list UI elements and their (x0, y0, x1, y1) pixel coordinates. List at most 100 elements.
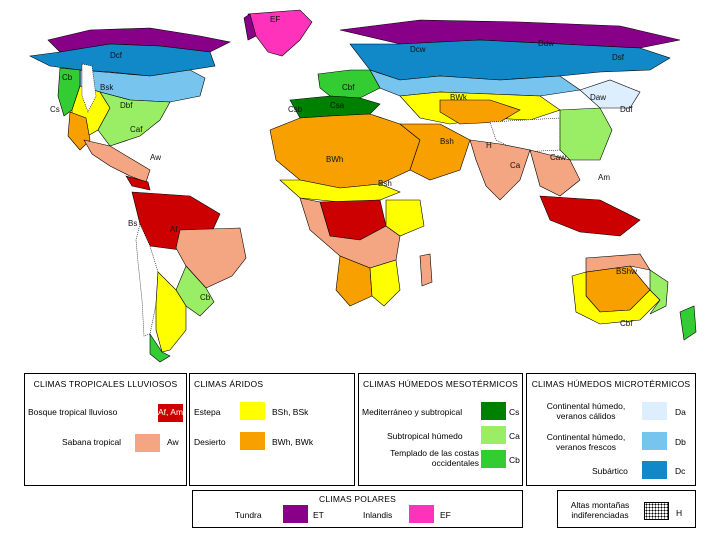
region-australia-north-aw (585, 253, 651, 273)
region-sa-steppe (155, 271, 187, 353)
region-indonesia-af (539, 195, 641, 237)
legend-mountain: Altas montañas indiferenciadas H (557, 490, 696, 528)
map-code-label: Cb (62, 73, 73, 82)
map-code-label: H (486, 141, 492, 150)
legend-db-code: Db (675, 437, 686, 447)
region-central-america (83, 139, 151, 183)
map-code-label: Af (170, 225, 178, 234)
legend-ca-swatch (481, 426, 506, 444)
legend-meso: CLIMAS HÚMEDOS MESOTÉRMICOS Mediterráneo… (358, 373, 523, 486)
region-caribbean-af (125, 175, 151, 191)
legend-h-code: H (676, 508, 683, 518)
region-na-ca (97, 91, 171, 147)
region-greenland-ef (247, 9, 313, 57)
map-code-label: Bsk (100, 83, 114, 92)
legend-cb-code: Cb (509, 455, 520, 465)
legend-db-swatch (642, 432, 667, 450)
map-code-label: EF (270, 15, 280, 24)
legend-ef-label: Inlandis (363, 510, 393, 520)
legend-ca-code: Ca (509, 431, 520, 441)
map-code-label: Dsf (612, 53, 625, 62)
legend-arid: CLIMAS ÁRIDOS Estepa BSh, BSk Desierto B… (189, 373, 355, 486)
map-code-label: Caf (130, 125, 143, 134)
legend-estepa-label: Estepa (194, 407, 221, 417)
region-na-mountain (81, 63, 97, 113)
region-new-zealand (679, 305, 697, 341)
legend-db-label: Continental húmedo, veranos frescos (546, 432, 626, 452)
legend-ef-swatch (409, 505, 434, 523)
legend-dc-code: Dc (675, 466, 686, 476)
map-code-label: Cbf (620, 319, 633, 328)
legend-cs-swatch (481, 402, 506, 420)
legend-arid-title: CLIMAS ÁRIDOS (194, 379, 264, 389)
region-madagascar (419, 253, 433, 287)
legend-ef-code: EF (440, 510, 451, 520)
map-code-label: Dbf (120, 101, 133, 110)
legend-cb-swatch (481, 450, 506, 468)
legend-aw-code: Aw (167, 437, 179, 447)
legend-desierto-label: Desierto (194, 437, 226, 447)
region-se-asia (529, 149, 581, 197)
legend-da-label: Continental húmedo, veranos cálidos (546, 401, 626, 421)
legend-af-code: Af, Am (158, 407, 184, 417)
region-arabia (399, 123, 471, 181)
region-tibet-h (489, 117, 561, 153)
map-code-label: Daw (590, 93, 606, 102)
legend-aw-label: Sabana tropical (62, 437, 122, 447)
legend-meso-title: CLIMAS HÚMEDOS MESOTÉRMICOS (362, 379, 519, 389)
legend-dc-label: Subártico (592, 466, 628, 476)
legend-dc-swatch (642, 461, 667, 479)
map-code-label: Ca (510, 161, 521, 170)
map-code-label: Ddf (620, 105, 633, 114)
region-australia-east-ca (649, 269, 669, 315)
map-code-label: Cs (50, 105, 60, 114)
region-africa-east-steppe (385, 199, 425, 237)
map-code-label: Ddw (538, 39, 554, 48)
legend-h-label: Altas montañas indiferenciadas (570, 500, 630, 520)
region-sahara (269, 113, 421, 189)
map-code-label: BWh (326, 155, 343, 164)
region-sa-andes (135, 223, 159, 337)
region-india (469, 139, 531, 201)
legend-h-swatch (644, 502, 669, 520)
legend-cs-code: Cs (509, 407, 520, 417)
map-code-label: Cbf (342, 83, 355, 92)
map-code-label: Dcw (410, 45, 426, 54)
region-east-asia-da (579, 79, 641, 109)
region-europe-cb (317, 69, 381, 99)
legend-et-code: ET (313, 510, 324, 520)
region-kalahari (335, 255, 373, 307)
map-code-label: Caw (550, 153, 566, 162)
legend-micro: CLIMAS HÚMEDOS MICROTÉRMICOS Continental… (526, 373, 696, 486)
region-china-ca (559, 107, 613, 161)
map-code-label: Bsh (378, 179, 392, 188)
map-code-label: Dcf (110, 51, 123, 60)
legend-et-label: Tundra (235, 510, 262, 520)
region-sahel-steppe (279, 179, 401, 203)
map-code-label: Cb (200, 293, 211, 302)
map-code-label: Bsh (440, 137, 454, 146)
legend-cb-label: Templado de las costas occidentales (390, 448, 479, 468)
legend-tropical: CLIMAS TROPICALES LLUVIOSOS Bosque tropi… (24, 373, 187, 486)
legend-desierto-swatch (240, 432, 265, 450)
legend-da-swatch (642, 402, 667, 420)
legend-tropical-title: CLIMAS TROPICALES LLUVIOSOS (33, 379, 178, 389)
legend-micro-title: CLIMAS HÚMEDOS MICROTÉRMICOS (531, 379, 691, 389)
region-eurasia-db (369, 69, 581, 97)
region-sa-patagonia-cb (149, 333, 171, 363)
world-climate-map: EF Dcf Ddw Dcw Cb Bsk Dbf Cs Caf BWh Bsh Aw Af Bs BWk B… (28, 9, 697, 363)
legend-polar: CLIMAS POLARES Tundra ET Inlandis EF (192, 490, 523, 528)
map-code-label: BShw (616, 267, 637, 276)
legend-aw-swatch (135, 434, 160, 452)
region-sa-savanna (175, 227, 247, 289)
legend-da-code: Da (675, 407, 686, 417)
map-code-label: Csb (288, 105, 303, 114)
legend-ca-label: Subtropical húmedo (387, 431, 463, 441)
map-code-label: Bs (128, 219, 137, 228)
legend-cs-label: Mediterráneo y subtropical (362, 407, 463, 417)
legend-af-swatch (158, 404, 183, 422)
region-greenland-et (243, 13, 257, 41)
map-code-label: Am (598, 173, 610, 182)
region-south-africa-steppe (369, 259, 401, 307)
legend-et-swatch (283, 505, 308, 523)
